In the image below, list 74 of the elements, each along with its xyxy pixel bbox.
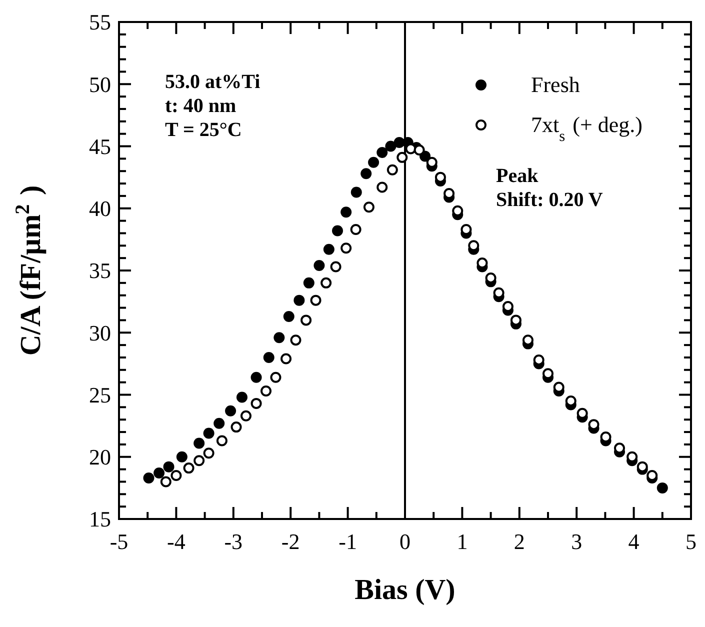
point xyxy=(176,451,188,462)
point xyxy=(656,482,668,494)
y-tick-label: 20 xyxy=(89,444,111,470)
point xyxy=(203,448,214,459)
point xyxy=(385,140,396,152)
point xyxy=(340,242,352,254)
point xyxy=(332,225,344,236)
point xyxy=(194,438,205,449)
legend-label: 7xt$_{s}$ (+ deg.) xyxy=(531,112,642,144)
point xyxy=(414,144,425,156)
y-tick-label: 45 xyxy=(89,134,111,159)
point xyxy=(290,334,302,346)
y-tick-label: 40 xyxy=(89,196,111,222)
y-tick-label: 55 xyxy=(89,10,111,35)
point xyxy=(386,164,398,176)
x-tick-label: 1 xyxy=(456,529,468,554)
x-tick-label: 0 xyxy=(400,529,410,554)
point xyxy=(396,152,408,163)
point xyxy=(320,277,332,288)
point xyxy=(216,435,228,446)
x-tick-label: -5 xyxy=(110,529,128,554)
x-tick-label: -3 xyxy=(224,529,243,554)
y-tick-label: 50 xyxy=(89,72,111,97)
point xyxy=(363,202,374,213)
point xyxy=(154,468,165,479)
x-axis-title: Bias (V) xyxy=(354,574,456,606)
point xyxy=(280,353,292,364)
y-tick-label: 30 xyxy=(89,320,111,346)
point xyxy=(230,422,242,433)
legend-label: Fresh xyxy=(531,72,580,97)
point xyxy=(376,146,388,158)
point xyxy=(300,314,312,326)
point xyxy=(170,470,182,482)
point xyxy=(225,405,236,416)
annotation: Peak Shift: 0.20 V xyxy=(496,165,604,211)
point xyxy=(274,332,285,344)
point xyxy=(323,244,334,255)
x-tick-label: 3 xyxy=(571,529,582,554)
point xyxy=(283,310,294,322)
point xyxy=(360,168,372,180)
y-tick-label: 15 xyxy=(89,506,111,532)
x-tick-label: -4 xyxy=(167,529,186,554)
point xyxy=(250,398,262,409)
point xyxy=(203,428,214,439)
x-tick-label: -1 xyxy=(338,529,357,554)
annotation: 53.0 at%Ti t: 40 nm T = 25°C xyxy=(165,71,261,141)
point xyxy=(314,260,325,272)
x-tick-label: 5 xyxy=(686,529,696,554)
y-tick-label: 35 xyxy=(89,258,111,284)
point xyxy=(294,294,305,306)
point xyxy=(330,261,342,272)
point xyxy=(310,294,322,306)
y-tick-label: 25 xyxy=(89,382,111,408)
point xyxy=(163,461,174,472)
point xyxy=(214,418,225,429)
point xyxy=(240,410,252,422)
point xyxy=(340,206,352,218)
point xyxy=(236,392,248,403)
point xyxy=(350,224,362,235)
x-tick-label: 2 xyxy=(514,529,525,554)
x-tick-label: -2 xyxy=(281,529,300,554)
point xyxy=(350,186,362,198)
point xyxy=(160,476,172,488)
x-tick-label: 4 xyxy=(628,529,640,554)
point xyxy=(263,352,274,363)
point xyxy=(260,386,272,397)
point xyxy=(376,182,388,193)
point xyxy=(368,156,380,168)
point xyxy=(194,455,205,466)
point xyxy=(183,462,194,474)
point xyxy=(250,372,262,383)
point xyxy=(270,372,282,383)
point xyxy=(303,277,314,288)
point xyxy=(143,472,154,484)
